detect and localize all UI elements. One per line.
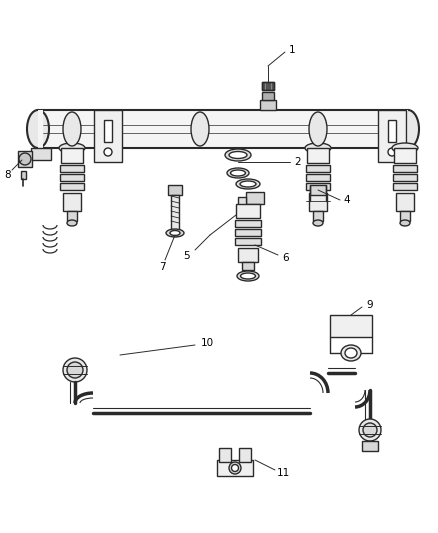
Bar	[262, 92, 274, 100]
Ellipse shape	[388, 148, 396, 156]
Bar	[400, 211, 410, 221]
Bar	[67, 211, 77, 221]
Text: 7: 7	[159, 262, 165, 272]
Text: 4: 4	[344, 195, 350, 205]
Ellipse shape	[191, 112, 209, 146]
Bar	[168, 185, 182, 195]
Bar	[262, 82, 274, 90]
Ellipse shape	[392, 143, 418, 153]
Bar	[61, 148, 83, 163]
Bar	[60, 165, 84, 172]
Ellipse shape	[229, 151, 247, 158]
Bar	[171, 195, 179, 230]
Bar	[21, 171, 26, 179]
Bar	[18, 151, 32, 167]
Ellipse shape	[67, 362, 83, 378]
Bar	[393, 174, 417, 181]
Ellipse shape	[27, 110, 49, 148]
Bar	[235, 220, 261, 227]
Bar	[219, 448, 231, 462]
Ellipse shape	[227, 168, 249, 178]
Bar	[394, 148, 416, 163]
Bar	[260, 100, 276, 110]
Bar	[388, 120, 396, 142]
Bar	[306, 174, 330, 181]
Ellipse shape	[59, 143, 85, 153]
Text: 1: 1	[289, 45, 295, 55]
Bar	[307, 148, 329, 163]
Text: 9: 9	[367, 300, 373, 310]
Bar	[313, 211, 323, 221]
Bar	[306, 165, 330, 172]
Bar	[309, 193, 327, 211]
Bar	[246, 192, 264, 204]
Ellipse shape	[313, 220, 323, 226]
Ellipse shape	[363, 423, 377, 437]
Text: 10: 10	[201, 338, 214, 348]
Ellipse shape	[170, 230, 180, 236]
Bar	[63, 193, 81, 211]
Bar	[362, 441, 378, 451]
Ellipse shape	[166, 229, 184, 237]
Ellipse shape	[240, 273, 255, 279]
Bar	[217, 460, 253, 476]
Bar	[236, 204, 260, 218]
Ellipse shape	[104, 148, 112, 156]
Ellipse shape	[400, 220, 410, 226]
Ellipse shape	[230, 170, 246, 176]
Bar	[403, 110, 408, 148]
Ellipse shape	[345, 348, 357, 358]
Bar	[104, 120, 112, 142]
Text: 5: 5	[183, 251, 189, 261]
Ellipse shape	[63, 112, 81, 146]
Ellipse shape	[232, 464, 239, 472]
Bar	[38, 110, 43, 148]
Ellipse shape	[63, 358, 87, 382]
Text: 2: 2	[295, 157, 301, 167]
Text: 6: 6	[283, 253, 290, 263]
Bar	[393, 165, 417, 172]
Bar	[396, 193, 414, 211]
Bar	[38, 110, 408, 148]
Ellipse shape	[309, 112, 327, 146]
Bar	[235, 229, 261, 236]
Ellipse shape	[341, 345, 361, 361]
Text: 11: 11	[276, 468, 290, 478]
Ellipse shape	[67, 220, 77, 226]
Ellipse shape	[240, 181, 256, 187]
Ellipse shape	[225, 149, 251, 161]
Bar	[60, 174, 84, 181]
Bar	[242, 262, 254, 270]
Bar	[238, 248, 258, 262]
Bar	[378, 110, 406, 162]
Bar	[94, 110, 122, 162]
Bar	[239, 448, 251, 462]
Ellipse shape	[305, 143, 331, 153]
Ellipse shape	[359, 419, 381, 441]
Ellipse shape	[237, 271, 259, 281]
Bar	[31, 148, 51, 160]
Bar	[310, 185, 326, 195]
Ellipse shape	[229, 462, 241, 474]
Text: 8: 8	[5, 170, 11, 180]
Bar	[393, 183, 417, 190]
Bar	[238, 197, 246, 205]
Ellipse shape	[397, 110, 419, 148]
Bar	[306, 183, 330, 190]
Bar	[330, 315, 372, 337]
Ellipse shape	[236, 179, 260, 189]
Bar	[60, 183, 84, 190]
Bar	[235, 238, 261, 245]
Ellipse shape	[19, 153, 31, 165]
Bar	[262, 82, 274, 90]
